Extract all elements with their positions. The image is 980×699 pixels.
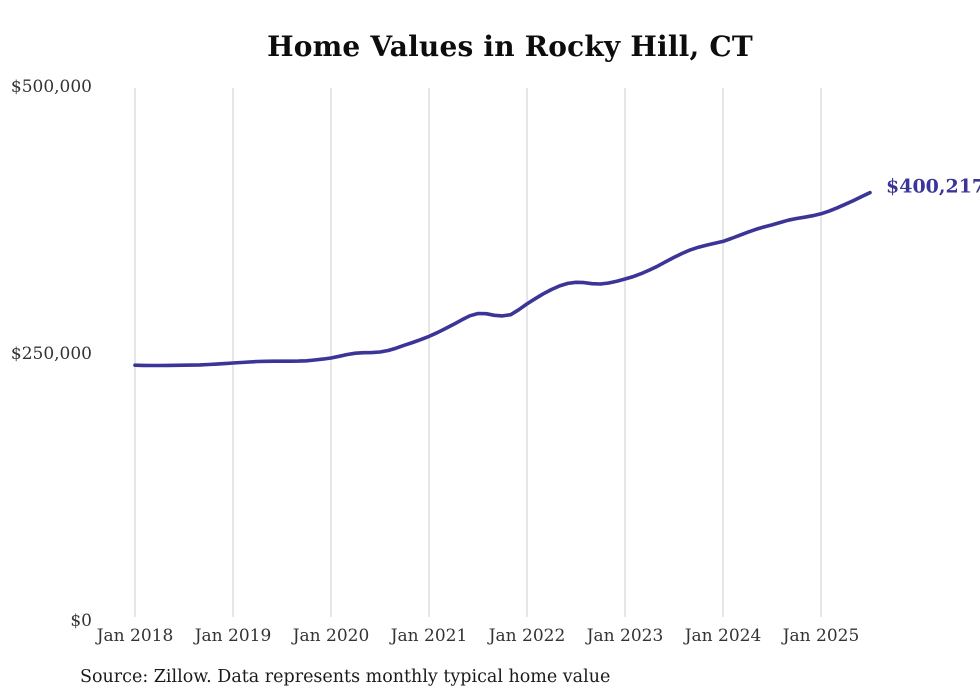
end-value-label: $400,217 (886, 176, 980, 198)
x-tick-label: Jan 2018 (95, 626, 174, 646)
x-tick-label: Jan 2021 (389, 626, 468, 646)
x-tick-label: Jan 2024 (683, 626, 762, 646)
x-tick-label: Jan 2020 (291, 626, 370, 646)
source-note: Source: Zillow. Data represents monthly … (80, 667, 611, 687)
y-tick-label: $500,000 (11, 77, 92, 97)
y-tick-label: $250,000 (11, 344, 92, 364)
x-tick-label: Jan 2023 (585, 626, 664, 646)
chart-title: Home Values in Rocky Hill, CT (267, 30, 753, 63)
x-tick-label: Jan 2019 (193, 626, 272, 646)
x-tick-label: Jan 2022 (487, 626, 566, 646)
x-tick-label: Jan 2025 (781, 626, 860, 646)
home-value-line (133, 190, 872, 368)
y-tick-label: $0 (70, 611, 92, 631)
